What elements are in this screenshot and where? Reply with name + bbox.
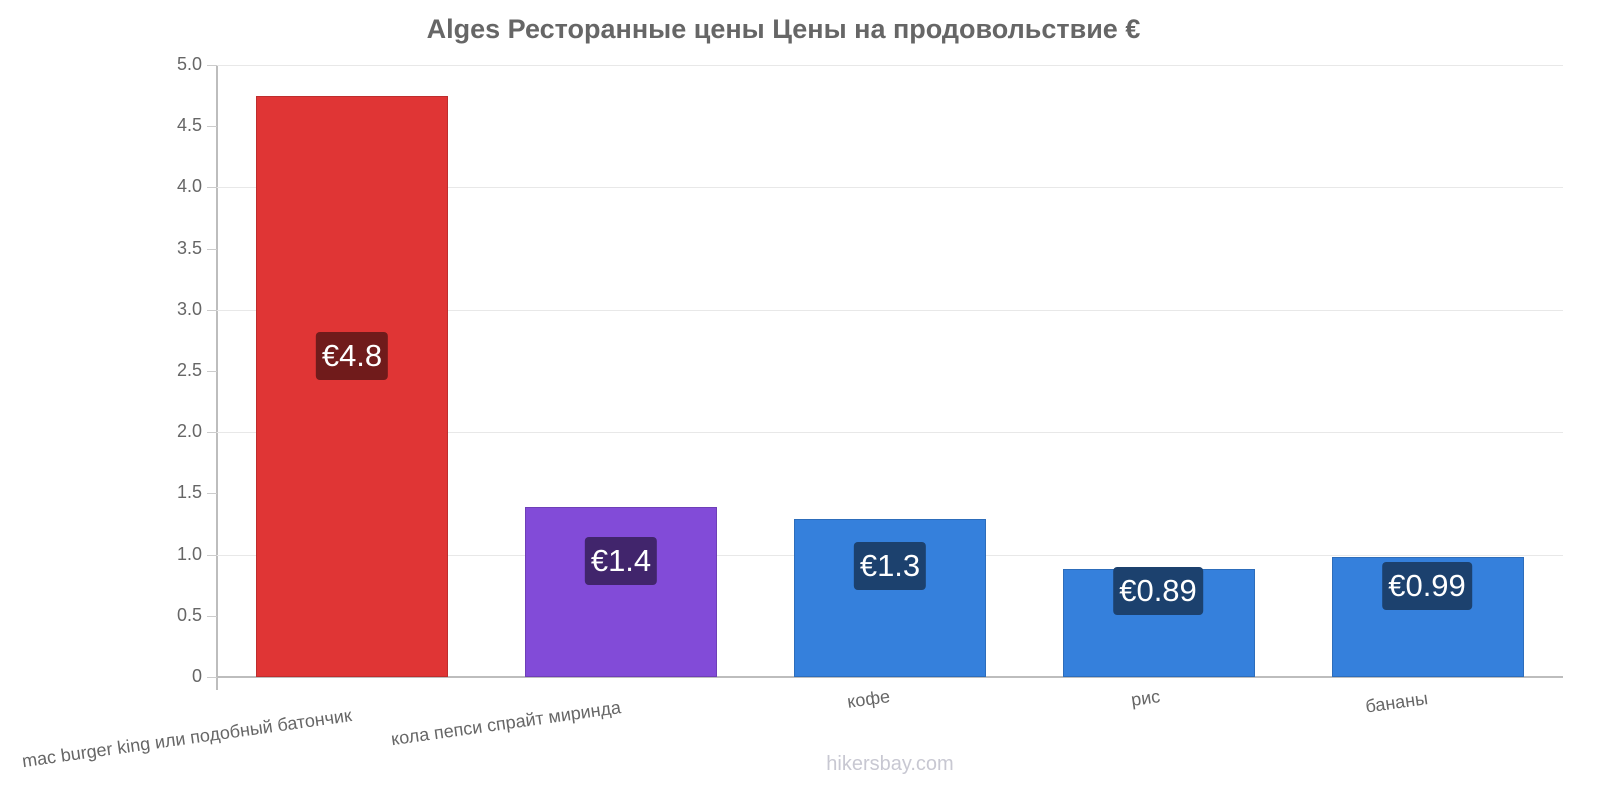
y-tick-label: 1.0 — [176, 543, 202, 564]
gridline — [217, 432, 1563, 434]
y-tick-label: 5.0 — [176, 54, 202, 74]
bar[interactable] — [256, 95, 448, 677]
bar-value-label: €1.4 — [584, 537, 658, 585]
bar-value-label: €0.99 — [1382, 562, 1472, 610]
y-tick-label: 2.0 — [176, 421, 202, 442]
y-tick-mark — [207, 309, 217, 311]
gridline — [217, 187, 1563, 189]
watermark: hikersbay.com — [826, 753, 954, 775]
y-tick-mark — [207, 248, 217, 250]
y-tick-label: 4.5 — [176, 115, 202, 136]
y-tick-label: 1.5 — [176, 482, 202, 503]
y-tick-label: 3.5 — [176, 237, 202, 258]
x-category-label: рис — [1129, 686, 1162, 710]
y-tick-mark — [207, 187, 217, 189]
x-category-label: кофе — [846, 686, 892, 712]
y-tick-label: 2.5 — [176, 360, 202, 380]
y-tick-mark — [207, 432, 217, 434]
gridline — [217, 309, 1563, 311]
bar-value-label: €0.89 — [1113, 567, 1203, 615]
y-tick-mark — [207, 371, 217, 372]
y-tick-mark — [207, 493, 217, 495]
y-tick-mark — [207, 65, 217, 66]
y-tick-mark — [207, 615, 217, 617]
y-tick-label: 0 — [191, 666, 202, 686]
y-tick-mark — [207, 126, 217, 128]
x-category-label: бананы — [1364, 688, 1430, 717]
gridline — [217, 65, 1563, 66]
bar-value-label: €4.8 — [315, 332, 389, 380]
y-tick-mark — [207, 554, 217, 556]
x-axis — [217, 676, 1563, 678]
y-axis — [216, 65, 218, 690]
y-tick-mark — [207, 677, 217, 678]
y-tick-label: 0.5 — [176, 604, 202, 625]
chart-title: Alges Ресторанные цены Цены на продоволь… — [426, 14, 1141, 44]
x-category-label: кола пепси спрайт миринда — [389, 697, 623, 750]
bar[interactable] — [525, 506, 717, 677]
bar-value-label: €1.3 — [853, 542, 927, 590]
y-tick-label: 4.0 — [176, 176, 202, 197]
y-tick-label: 3.0 — [176, 298, 202, 319]
